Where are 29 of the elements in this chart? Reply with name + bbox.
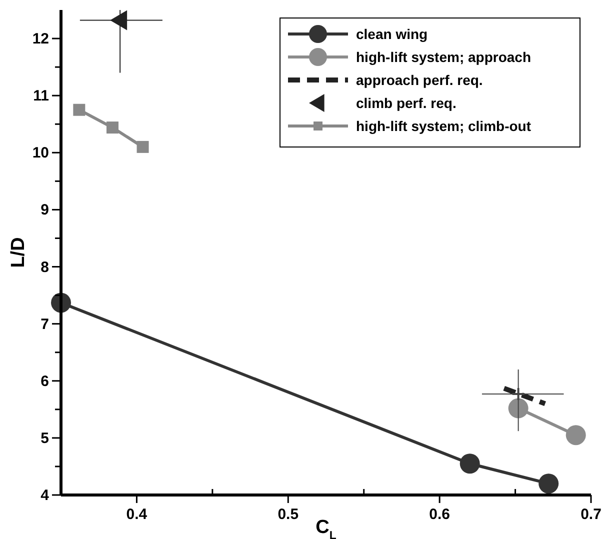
point bbox=[566, 425, 586, 446]
legend-label: clean wing bbox=[356, 26, 428, 42]
y-tick-label: 7 bbox=[40, 316, 49, 333]
point bbox=[110, 10, 128, 30]
y-tick-label: 11 bbox=[33, 88, 49, 105]
x-tick-label: 0.4 bbox=[126, 506, 148, 523]
x-tick-label: 0.7 bbox=[580, 506, 602, 523]
legend-label: approach perf. req. bbox=[356, 72, 483, 88]
x-tick-label: 0.5 bbox=[278, 506, 299, 523]
point bbox=[512, 388, 524, 400]
legend-label: climb perf. req. bbox=[356, 95, 456, 111]
point bbox=[136, 140, 149, 153]
point bbox=[538, 474, 559, 494]
legend-label: high-lift system; approach bbox=[356, 49, 532, 65]
x-tick-label: 0.6 bbox=[429, 506, 450, 523]
y-tick-label: 8 bbox=[40, 258, 49, 276]
point bbox=[508, 398, 528, 418]
point bbox=[73, 104, 86, 116]
y-tick-label: 5 bbox=[40, 430, 49, 447]
y-tick-label: 9 bbox=[40, 202, 49, 219]
y-axis-title: L/D bbox=[8, 237, 29, 268]
y-tick-label: 4 bbox=[40, 487, 50, 504]
y-tick-label: 6 bbox=[40, 372, 49, 390]
point bbox=[106, 122, 118, 134]
y-tick-label: 12 bbox=[32, 30, 49, 48]
legend-label: high-lift system; climb-out bbox=[356, 118, 532, 134]
y-tick-label: 10 bbox=[32, 144, 49, 162]
point bbox=[460, 454, 480, 474]
x-axis-title: C$_{L}$ bbox=[316, 517, 336, 539]
